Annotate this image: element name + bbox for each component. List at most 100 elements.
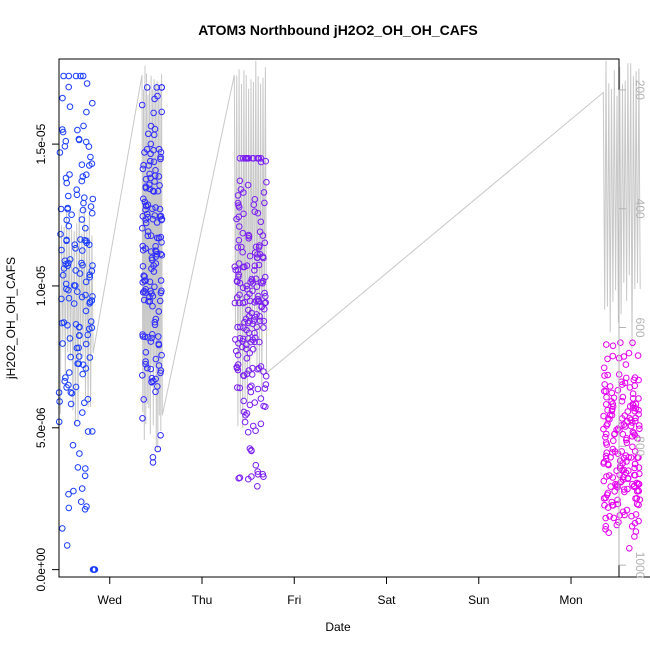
data-point-flight-3-176 xyxy=(238,343,246,351)
data-point-flight-4-192 xyxy=(606,513,613,520)
data-point-flight-1-99 xyxy=(75,135,83,143)
data-point-flight-3-196 xyxy=(249,320,257,328)
data-point-flight-2-103 xyxy=(157,153,164,161)
data-point-flight-3-188 xyxy=(240,372,247,379)
data-point-flight-2-75 xyxy=(144,364,151,372)
data-point-flight-4-37 xyxy=(602,514,610,522)
data-point-flight-1-58 xyxy=(77,72,84,80)
data-point-flight-1-21 xyxy=(71,241,79,248)
data-point-flight-1-73 xyxy=(87,153,94,161)
data-point-flight-2-33 xyxy=(142,175,150,183)
data-point-flight-2-109 xyxy=(149,459,157,466)
data-point-flight-1-83 xyxy=(65,294,73,302)
data-point-flight-3-168 xyxy=(249,277,256,284)
data-point-flight-3-31 xyxy=(234,244,242,251)
data-point-flight-4-198 xyxy=(611,431,618,438)
data-point-flight-1-71 xyxy=(86,273,93,281)
data-point-flight-1-103 xyxy=(74,464,82,471)
data-point-flight-4-99 xyxy=(632,417,639,425)
x-axis-label: Date xyxy=(325,620,351,634)
data-point-flight-1-67 xyxy=(62,137,70,145)
data-point-flight-1-29 xyxy=(78,177,86,185)
data-point-flight-1-52 xyxy=(89,99,96,107)
data-point-flight-2-98 xyxy=(147,122,155,130)
data-point-flight-3-153 xyxy=(260,402,267,410)
data-point-flight-3-170 xyxy=(255,297,263,305)
data-point-flight-3-103 xyxy=(245,235,252,242)
x-tick-label-mon: Mon xyxy=(559,593,582,607)
data-point-flight-4-155 xyxy=(600,460,607,467)
data-point-flight-4-45 xyxy=(628,512,635,520)
data-point-flight-4-183 xyxy=(616,471,623,479)
data-point-flight-3-135 xyxy=(240,189,247,196)
data-point-flight-3-187 xyxy=(251,262,259,270)
data-point-flight-4-121 xyxy=(602,452,610,460)
data-point-flight-3-152 xyxy=(249,280,257,287)
data-point-flight-1-74 xyxy=(66,369,73,376)
data-point-flight-1-134 xyxy=(87,203,95,210)
data-point-flight-2-42 xyxy=(154,234,161,242)
data-point-flight-1-54 xyxy=(82,278,90,286)
data-point-flight-1-137 xyxy=(86,162,93,169)
data-point-flight-3-122 xyxy=(251,208,258,215)
data-point-flight-1-96 xyxy=(73,419,81,427)
data-point-flight-4-184 xyxy=(602,523,610,530)
data-point-flight-3-157 xyxy=(262,372,270,380)
data-point-flight-2-125 xyxy=(145,130,152,138)
data-point-flight-4-2 xyxy=(625,349,633,357)
data-point-flight-2-87 xyxy=(152,243,159,250)
data-point-flight-4-113 xyxy=(601,381,609,388)
data-point-flight-1-7 xyxy=(67,400,75,408)
data-point-flight-3-137 xyxy=(231,263,239,271)
data-point-flight-1-51 xyxy=(59,94,66,102)
data-point-flight-4-51 xyxy=(602,401,610,408)
data-point-flight-4-86 xyxy=(601,387,608,395)
data-point-flight-1-20 xyxy=(82,465,89,472)
data-point-flight-1-132 xyxy=(62,280,70,288)
data-point-flight-1-120 xyxy=(89,195,97,203)
data-point-flight-3-110 xyxy=(246,297,254,305)
data-point-flight-3-129 xyxy=(234,199,242,207)
data-point-flight-4-180 xyxy=(600,495,608,502)
data-point-flight-2-90 xyxy=(146,181,153,189)
data-point-flight-3-159 xyxy=(252,313,259,321)
y2-tick-label-0: 200 xyxy=(633,80,647,100)
data-point-flight-3-182 xyxy=(233,294,241,301)
data-point-flight-2-106 xyxy=(141,198,149,206)
data-point-flight-3-132 xyxy=(251,196,259,203)
data-point-flight-4-15 xyxy=(604,406,611,414)
data-point-flight-3-127 xyxy=(239,284,247,292)
data-point-flight-3-131 xyxy=(235,237,243,244)
data-point-flight-4-186 xyxy=(606,472,613,479)
data-point-flight-3-61 xyxy=(232,266,239,274)
data-point-flight-4-5 xyxy=(605,529,613,537)
data-point-flight-2-140 xyxy=(148,378,155,386)
data-point-flight-2-142 xyxy=(151,318,159,326)
data-point-flight-2-116 xyxy=(142,286,149,293)
data-point-flight-3-139 xyxy=(262,157,270,165)
data-point-flight-2-110 xyxy=(140,272,147,280)
data-point-flight-2-5 xyxy=(156,205,164,213)
data-point-flight-2-12 xyxy=(149,205,156,213)
data-point-flight-4-140 xyxy=(611,448,619,455)
data-point-flight-3-10 xyxy=(254,385,262,393)
data-point-flight-4-137 xyxy=(624,475,632,483)
data-point-flight-3-80 xyxy=(233,347,240,355)
data-point-flight-4-195 xyxy=(623,439,631,447)
data-point-flight-4-129 xyxy=(601,372,608,379)
data-point-flight-3-77 xyxy=(261,289,268,297)
data-point-flight-1-25 xyxy=(57,230,64,238)
data-point-flight-1-139 xyxy=(63,542,71,549)
data-point-flight-1-101 xyxy=(66,171,73,178)
data-point-flight-3-39 xyxy=(253,483,261,490)
data-point-flight-4-40 xyxy=(635,464,643,471)
data-point-flight-1-86 xyxy=(86,271,93,279)
data-point-flight-1-11 xyxy=(67,389,75,396)
data-point-flight-2-63 xyxy=(147,157,154,165)
data-point-flight-2-102 xyxy=(157,233,165,241)
data-point-flight-1-89 xyxy=(79,173,87,180)
data-point-flight-2-119 xyxy=(155,333,162,340)
data-point-flight-2-145 xyxy=(154,92,161,100)
data-point-flight-1-33 xyxy=(73,344,81,352)
secondary-line-layer xyxy=(58,60,641,449)
